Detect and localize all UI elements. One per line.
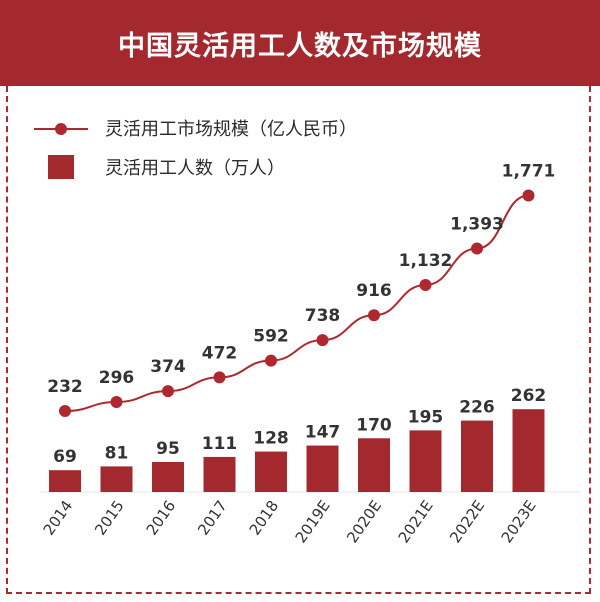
line-point-2021E bbox=[419, 279, 432, 291]
x-tick-label-2018: 2018 bbox=[246, 497, 283, 539]
legend-label-market-size: 灵活用工市场规模（亿人民币） bbox=[105, 119, 357, 140]
line-value-label-2017: 472 bbox=[202, 343, 238, 363]
bar-2018 bbox=[255, 451, 287, 492]
bar-2023E bbox=[512, 409, 545, 492]
bar-value-label-2018: 128 bbox=[253, 429, 289, 449]
bar-value-label-2022E: 226 bbox=[459, 398, 495, 418]
line-value-label-2016: 374 bbox=[150, 357, 186, 377]
line-point-2016 bbox=[162, 385, 174, 398]
bar-2019E bbox=[306, 445, 339, 492]
bar-2014 bbox=[49, 470, 81, 492]
bar-value-label-2017: 111 bbox=[202, 434, 238, 454]
x-tick-label-2017: 2017 bbox=[194, 497, 231, 539]
line-point-2017 bbox=[213, 371, 226, 384]
market-size-line bbox=[64, 194, 529, 412]
x-tick-label-2015: 2015 bbox=[91, 497, 128, 539]
x-tick-label-2020E: 2020E bbox=[343, 497, 385, 546]
line-point-2014 bbox=[59, 405, 71, 417]
line-value-label-2018: 592 bbox=[253, 327, 289, 347]
line-point-2015 bbox=[110, 396, 123, 409]
line-value-label-2023E: 1,771 bbox=[502, 162, 556, 182]
x-tick-label-2021E: 2021E bbox=[395, 497, 437, 546]
chart-frame bbox=[6, 86, 591, 594]
line-value-label-2019E: 738 bbox=[305, 306, 341, 326]
bar-value-label-2014: 69 bbox=[53, 447, 77, 467]
line-point-2022E bbox=[471, 242, 483, 255]
bar-value-label-2021E: 195 bbox=[408, 407, 444, 427]
bar-2022E bbox=[461, 420, 493, 492]
line-value-label-2014: 232 bbox=[47, 377, 83, 397]
line-point-2018 bbox=[265, 354, 277, 367]
bar-value-label-2019E: 147 bbox=[305, 423, 341, 443]
legend-label-workers: 灵活用工人数（万人） bbox=[105, 158, 285, 179]
x-tick-label-2016: 2016 bbox=[143, 497, 180, 539]
bar-value-label-2023E: 262 bbox=[511, 386, 547, 406]
bar-2015 bbox=[100, 466, 133, 492]
line-value-label-2015: 296 bbox=[99, 368, 135, 388]
bar-2017 bbox=[203, 456, 236, 492]
bar-2016 bbox=[152, 461, 184, 492]
line-value-label-2020E: 916 bbox=[356, 281, 392, 301]
bar-2020E bbox=[358, 438, 390, 492]
bar-value-label-2016: 95 bbox=[156, 439, 180, 459]
x-tick-label-2019E: 2019E bbox=[292, 497, 334, 546]
bar-value-label-2015: 81 bbox=[105, 443, 129, 463]
legend: 灵活用工市场规模（亿人民币） 灵活用工人数（万人） bbox=[34, 119, 357, 179]
legend-marker-swatch bbox=[55, 123, 67, 135]
line-point-2020E bbox=[368, 309, 380, 322]
x-tick-label-2023E: 2023E bbox=[498, 497, 540, 546]
line-point-2019E bbox=[316, 334, 329, 347]
legend-bar-swatch bbox=[48, 155, 74, 179]
chart-title-banner: 中国灵活用工人数及市场规模 bbox=[0, 0, 600, 86]
chart-title: 中国灵活用工人数及市场规模 bbox=[118, 30, 482, 62]
x-tick-label-2014: 2014 bbox=[40, 497, 77, 539]
bar-value-label-2020E: 170 bbox=[356, 415, 392, 435]
bar-2021E bbox=[409, 430, 442, 492]
line-point-2023E bbox=[522, 189, 535, 202]
line-value-label-2022E: 1,393 bbox=[450, 214, 504, 234]
line-value-label-2021E: 1,132 bbox=[399, 251, 453, 271]
x-tick-label-2022E: 2022E bbox=[446, 497, 488, 546]
